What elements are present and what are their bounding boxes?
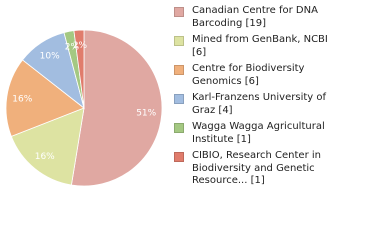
legend-item: Karl-Franzens University of Graz [4] [174,92,374,117]
legend-label: Canadian Centre for DNA Barcoding [19] [192,5,318,29]
pie-slice [10,107,85,186]
legend-swatch [174,36,184,46]
legend-label: Karl-Franzens University of Graz [4] [192,92,326,116]
legend-swatch [174,7,184,17]
legend-swatch [174,65,184,75]
data-label: 51% [136,109,156,119]
legend-item: Mined from GenBank, NCBI [6] [174,34,374,59]
pie-slice [70,29,163,187]
legend-swatch [174,152,184,162]
legend-swatch [174,123,184,133]
legend-swatch [174,94,184,104]
legend-item: Canadian Centre for DNA Barcoding [19] [174,5,374,30]
data-label: 16% [35,152,55,162]
data-label: 2% [73,41,88,51]
legend-item: Wagga Wagga Agricultural Institute [1] [174,121,374,146]
pie-slice [5,59,85,137]
legend: Canadian Centre for DNA Barcoding [19] Mi… [174,5,374,192]
legend-item: Centre for Biodiversity Genomics [6] [174,63,374,88]
legend-label: CIBIO, Research Center in Biodiversity a… [192,150,321,186]
legend-item: CIBIO, Research Center in Biodiversity a… [174,150,374,188]
data-label: 16% [12,94,32,104]
legend-label: Wagga Wagga Agricultural Institute [1] [192,121,325,145]
data-label: 10% [40,51,60,61]
legend-label: Mined from GenBank, NCBI [6] [192,34,328,58]
pie: 51% 16% 16% 10% 2%2% [5,29,163,187]
pie-slice [73,29,85,109]
data-label: 2% [65,42,80,52]
legend-label: Centre for Biodiversity Genomics [6] [192,63,305,87]
